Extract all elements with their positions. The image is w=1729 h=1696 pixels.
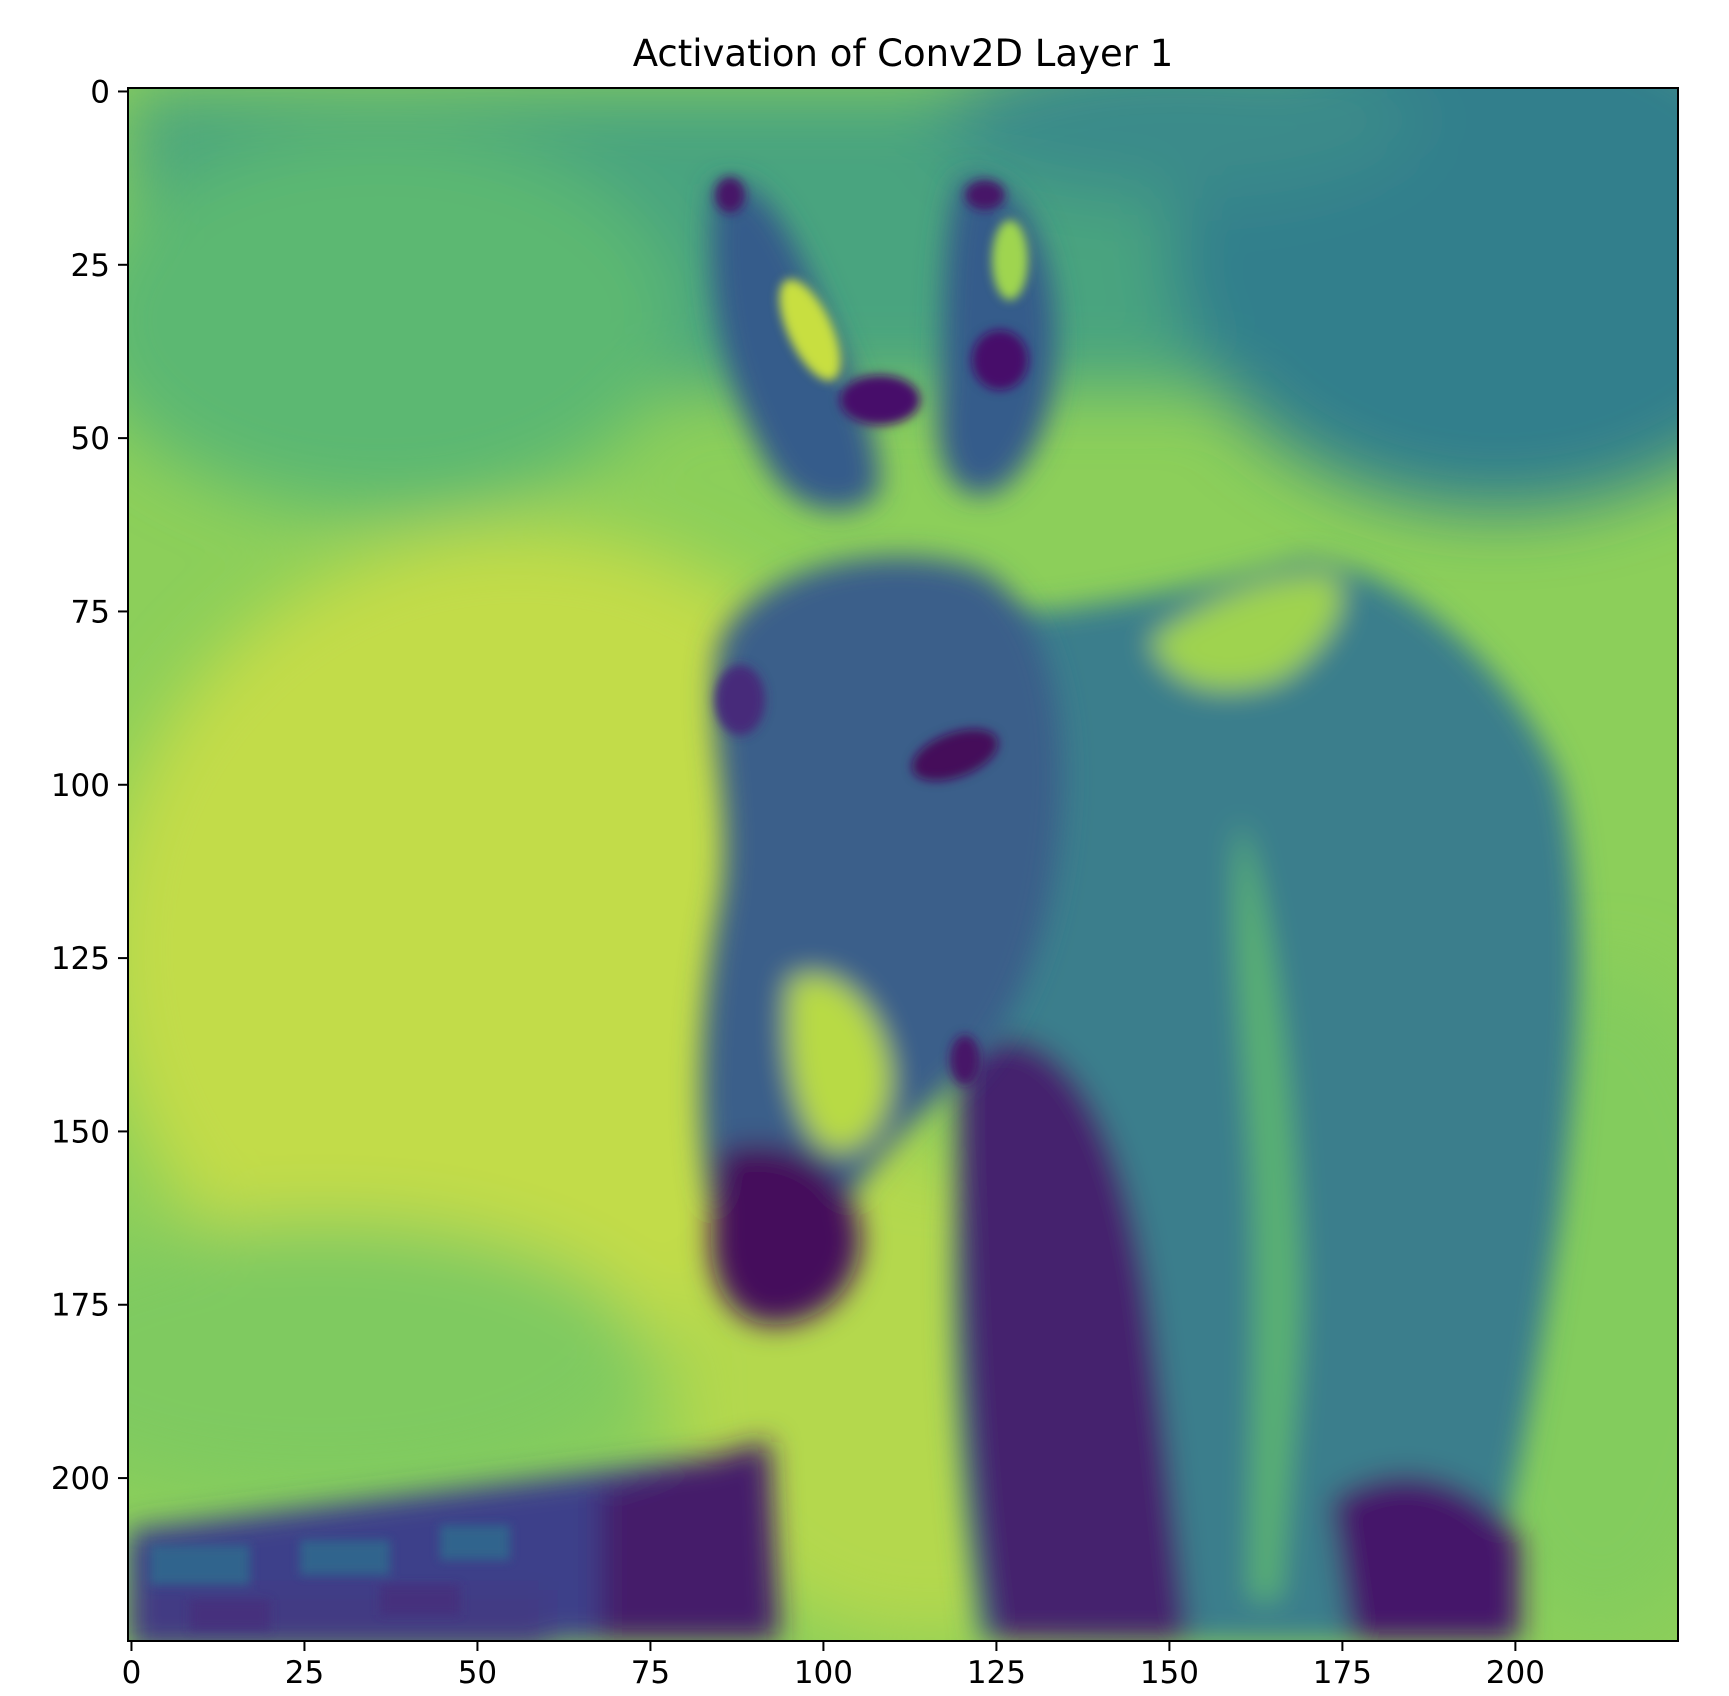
y-tick-label: 125 (51, 941, 110, 977)
x-tick-label: 175 (1313, 1655, 1372, 1691)
x-axis: 0 25 50 75 100 125 150 175 200 (122, 1641, 1545, 1691)
x-tick-label: 25 (285, 1655, 324, 1691)
y-tick-label: 0 (90, 74, 110, 110)
y-tick-label: 175 (51, 1288, 110, 1324)
x-tick-label: 75 (631, 1655, 670, 1691)
y-tick-label: 100 (51, 768, 110, 804)
x-tick-label: 50 (458, 1655, 497, 1691)
activation-heatmap (128, 88, 1678, 1641)
y-tick-label: 75 (71, 594, 110, 630)
y-tick-label: 200 (51, 1461, 110, 1497)
x-tick-label: 125 (967, 1655, 1026, 1691)
x-tick-label: 0 (122, 1655, 142, 1691)
chart-title: Activation of Conv2D Layer 1 (633, 32, 1174, 75)
y-tick-label: 25 (71, 248, 110, 284)
y-tick-label: 50 (71, 421, 110, 457)
y-tick-label: 150 (51, 1114, 110, 1150)
axes-frame (127, 87, 1679, 1642)
x-tick-label: 100 (794, 1655, 853, 1691)
y-axis: 0 25 50 75 100 125 150 175 200 (51, 74, 128, 1497)
x-tick-label: 200 (1486, 1655, 1545, 1691)
x-tick-label: 150 (1140, 1655, 1199, 1691)
